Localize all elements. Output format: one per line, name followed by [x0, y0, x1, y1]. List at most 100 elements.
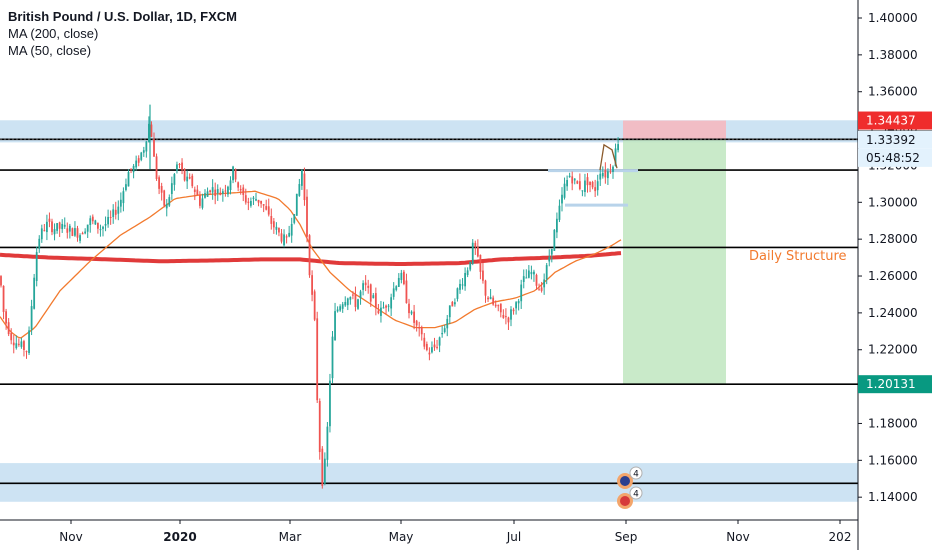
y-tick-label: 1.14000: [868, 490, 918, 504]
candle-body: [295, 193, 298, 216]
candle-body: [461, 284, 464, 286]
ma200-legend[interactable]: MA (200, close): [8, 26, 99, 41]
candle-body: [548, 257, 551, 262]
candle-body: [58, 222, 61, 229]
candle-body: [576, 181, 579, 184]
candle-body: [599, 173, 602, 180]
candle-body: [604, 169, 607, 178]
candle-body: [571, 176, 574, 184]
candle-body: [390, 297, 393, 309]
candle-body: [459, 283, 461, 290]
candle-body: [405, 280, 408, 304]
price-tag-4[interactable]: 1.20131: [858, 375, 932, 394]
candle-body: [423, 337, 426, 347]
candle-body: [71, 228, 74, 236]
candle-body: [387, 305, 390, 307]
candle-body: [614, 148, 617, 167]
candle-body: [250, 201, 252, 206]
candle-body: [318, 400, 321, 453]
price-tag-3[interactable]: 05:48:52: [858, 148, 932, 167]
candle-body: [556, 218, 558, 233]
candle-body: [239, 188, 242, 191]
candle-body: [224, 190, 227, 192]
candle-body: [474, 242, 477, 247]
candle-body: [99, 229, 102, 231]
candle-body: [395, 286, 398, 290]
candle-body: [74, 228, 76, 236]
candle-body: [94, 220, 97, 225]
candle-body: [392, 288, 395, 297]
candle-body: [181, 162, 183, 170]
ma200-line: [0, 251, 622, 266]
candle-body: [589, 181, 591, 186]
price-tag-2[interactable]: 1.33392: [858, 130, 932, 149]
candle-body: [433, 344, 436, 348]
candle-body: [525, 277, 528, 279]
candle-body: [357, 299, 359, 309]
candle-body: [352, 294, 354, 296]
candle-body: [479, 254, 482, 272]
price-tag-0[interactable]: 1.34437: [858, 111, 932, 130]
candle-body: [122, 191, 125, 204]
candle-body: [262, 204, 265, 206]
candle-body: [23, 341, 25, 351]
candle-body: [12, 342, 15, 346]
candle-body: [436, 346, 438, 348]
candle-body: [46, 221, 48, 233]
event-marker-1[interactable]: 4: [617, 486, 643, 509]
candle-body: [51, 221, 53, 233]
candle-body: [227, 186, 229, 195]
candle-body: [173, 174, 176, 185]
candle-body: [550, 249, 553, 255]
candle-body: [323, 458, 326, 484]
price-tag-label: 1.20131: [866, 377, 916, 391]
price-tag-label: 1.33392: [866, 133, 916, 147]
candle-body: [79, 235, 81, 241]
candle-body: [163, 190, 166, 206]
candle-body: [303, 173, 306, 201]
symbol-title[interactable]: British Pound / U.S. Dollar, 1D, FXCM: [8, 9, 237, 24]
y-tick-label: 1.28000: [868, 232, 918, 246]
candle-body: [609, 171, 612, 173]
candle-body: [186, 176, 189, 182]
candle-body: [382, 307, 385, 309]
candle-body: [178, 164, 181, 166]
candles-group: [0, 116, 619, 489]
y-tick-label: 1.26000: [868, 269, 918, 283]
candle-body: [84, 231, 87, 234]
candle-body: [346, 298, 349, 306]
candle-body: [199, 195, 201, 206]
candle-body: [275, 226, 278, 230]
candle-body: [543, 279, 546, 288]
candle-body: [153, 139, 155, 157]
candle-body: [183, 168, 186, 181]
candle-body: [252, 197, 255, 199]
candle-body: [132, 165, 135, 173]
candle-body: [558, 205, 561, 220]
price-tag-bg: [858, 375, 932, 394]
candle-body: [607, 171, 609, 179]
candle-body: [257, 199, 260, 203]
candle-body: [403, 271, 405, 285]
candle-body: [301, 170, 303, 186]
pattern-line: [599, 143, 618, 171]
candle-body: [566, 179, 568, 187]
candle-body: [454, 302, 456, 305]
event-marker-0[interactable]: 4: [617, 466, 643, 489]
candle-body: [497, 305, 500, 307]
candle-body: [329, 380, 331, 427]
candle-body: [270, 216, 273, 224]
ma50-legend[interactable]: MA (50, close): [8, 43, 92, 58]
candle-body: [492, 297, 495, 305]
candle-body: [584, 180, 586, 192]
candle-body: [188, 177, 191, 179]
candle-body: [255, 199, 257, 201]
ma50-line: [0, 190, 622, 339]
candle-body: [91, 216, 94, 222]
candle-body: [561, 194, 563, 204]
candle-body: [581, 190, 584, 192]
candle-body: [204, 193, 206, 198]
candle-body: [482, 270, 484, 281]
candle-body: [38, 238, 41, 249]
